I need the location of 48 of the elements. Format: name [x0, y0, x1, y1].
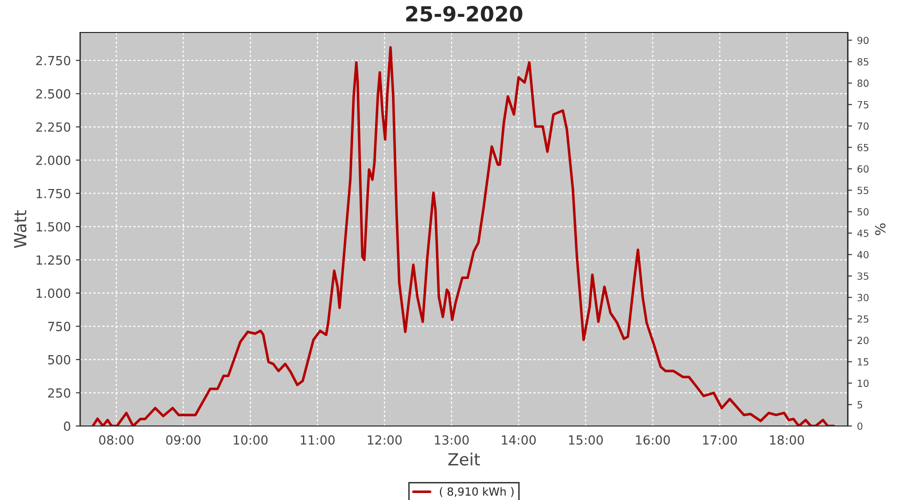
- y2-tick-label: 70: [858, 122, 869, 130]
- y2-tick-label: 55: [858, 186, 868, 194]
- y2-tick-label: 5: [858, 401, 862, 408]
- x-tick-label: 18:00: [770, 435, 804, 445]
- y-tick-label: 1.500: [36, 222, 70, 232]
- x-tick-label: 14:00: [502, 435, 536, 445]
- y2-tick-label: 75: [858, 101, 868, 108]
- y-tick-label: 250: [48, 388, 70, 398]
- y-tick-label: 2.500: [36, 89, 70, 99]
- x-tick-label: 16:00: [636, 435, 670, 445]
- y2-tick-label: 15: [858, 358, 868, 366]
- y-tick-label: 750: [48, 322, 70, 332]
- y-tick-label: 0: [64, 421, 70, 431]
- y2-axis-title: %: [875, 223, 886, 236]
- y-tick-label: 500: [48, 355, 70, 364]
- y2-tick-label: 40: [857, 251, 869, 258]
- y-tick-label: 1.250: [36, 255, 70, 265]
- y-tick-label: 2.750: [36, 56, 70, 66]
- y2-tick-label: 0: [857, 422, 862, 430]
- y2-tick-label: 35: [858, 272, 868, 280]
- y2-tick-label: 65: [858, 144, 868, 152]
- y2-tick-label: 25: [858, 315, 868, 323]
- y-tick-label: 2.250: [36, 122, 70, 132]
- y2-tick-label: 90: [857, 36, 869, 44]
- y2-tick-label: 85: [857, 58, 868, 66]
- x-tick-label: 11:00: [300, 435, 335, 445]
- legend-label: ( 8,910 kWh ): [440, 487, 514, 498]
- x-tick-label: 17:00: [703, 435, 737, 445]
- x-tick-label: 13:00: [434, 435, 469, 445]
- line-series: [92, 46, 835, 426]
- y2-tick-label: 50: [858, 208, 869, 216]
- x-tick-label: 10:00: [234, 435, 268, 445]
- y2-tick-label: 80: [857, 80, 869, 87]
- x-axis-title: Zeit: [448, 452, 480, 466]
- x-tick-label: 08:00: [99, 435, 134, 445]
- y-axis-title: Watt: [14, 210, 26, 248]
- y2-tick-label: 10: [858, 380, 869, 387]
- y-tick-label: 1.000: [36, 288, 70, 298]
- x-tick-label: 09:00: [166, 435, 201, 445]
- y2-tick-label: 45: [857, 230, 868, 237]
- x-tick-label: 12:00: [368, 435, 402, 445]
- y2-tick-label: 60: [858, 165, 869, 173]
- y-tick-label: 1.750: [36, 188, 70, 198]
- y2-tick-label: 20: [858, 336, 869, 344]
- chart-title: 25-9-2020: [406, 6, 522, 22]
- y2-tick-label: 30: [858, 294, 869, 302]
- x-tick-label: 15:00: [569, 435, 603, 445]
- y-tick-label: 2.000: [36, 156, 70, 166]
